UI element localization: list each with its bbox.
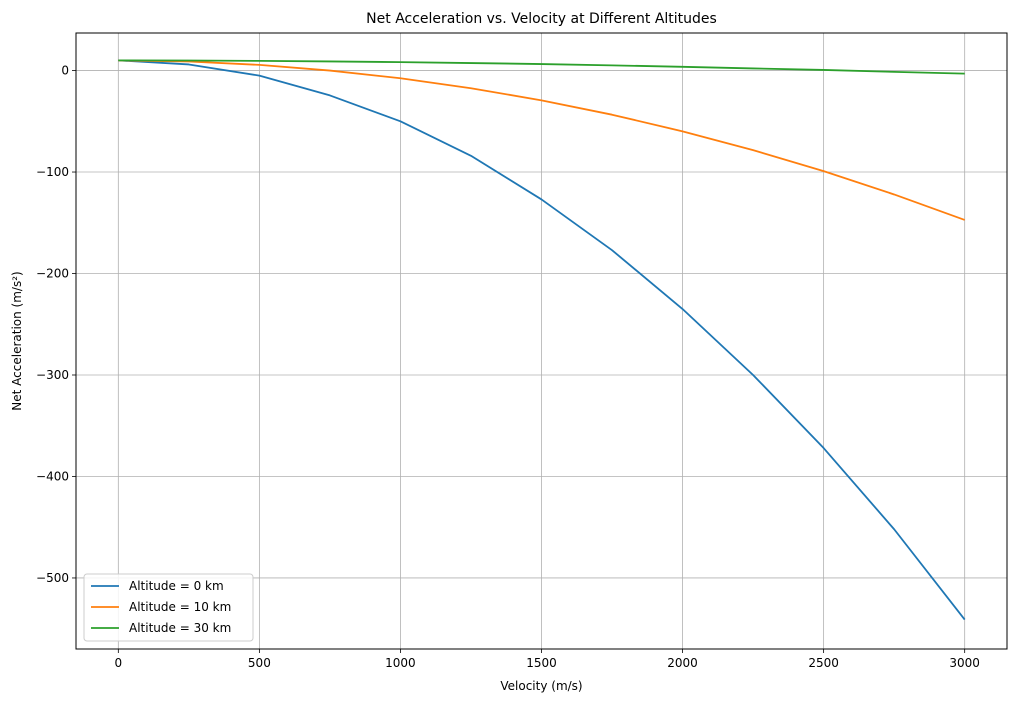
y-tick-label: −300 [36,368,69,382]
x-tick-label: 3000 [949,656,980,670]
y-tick-label: −200 [36,267,69,281]
legend: Altitude = 0 km Altitude = 10 km Altitude … [83,573,254,642]
y-tick-label: −500 [36,571,69,585]
legend-label-0: Altitude = 0 km [129,579,224,593]
x-tick-label: 2500 [808,656,839,670]
y-tick-label: 0 [61,64,69,78]
x-axis-label: Velocity (m/s) [500,679,582,693]
legend-label-1: Altitude = 10 km [129,600,231,614]
series-layer [118,59,966,621]
series-line-2 [118,59,965,75]
x-tick-label: 500 [248,656,271,670]
y-axis-label: Net Acceleration (m/s²) [10,271,24,410]
series-line-1 [118,59,965,221]
x-tick-label: 2000 [667,656,698,670]
y-tick-label: −100 [36,165,69,179]
chart-title: Net Acceleration vs. Velocity at Differe… [366,11,717,27]
ticks: 0 500 1000 1500 2000 2500 3000 0 −100 −200 −300 −40… [36,64,980,670]
x-tick-label: 0 [114,656,122,670]
legend-label-2: Altitude = 30 km [129,621,231,635]
series-line-0 [118,59,966,621]
x-tick-label: 1500 [526,656,557,670]
x-tick-label: 1000 [385,656,416,670]
legend-box [83,573,254,642]
y-tick-label: −400 [36,469,69,483]
